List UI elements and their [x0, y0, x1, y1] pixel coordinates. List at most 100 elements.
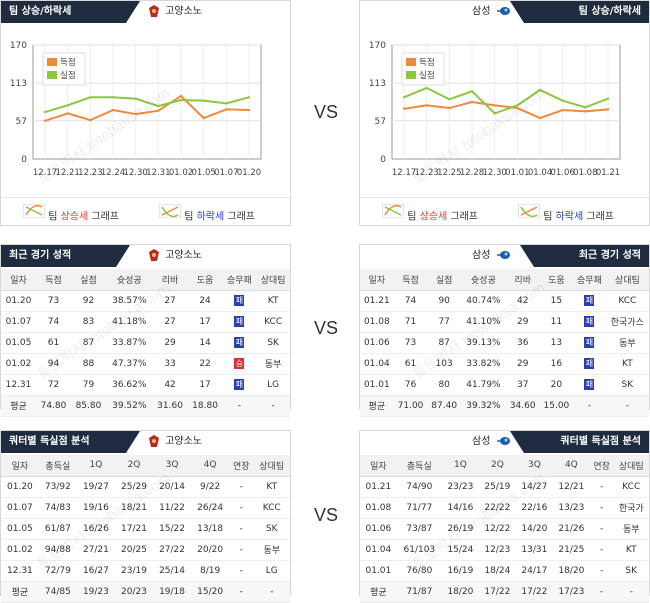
table-cell: - [256, 395, 290, 417]
data-point [134, 97, 137, 100]
table-cell: 동부 [256, 353, 290, 375]
table-cell: - [229, 476, 254, 498]
table-cell: 33.82% [461, 353, 506, 375]
legend-box [401, 52, 445, 86]
table-cell: 평균 [1, 395, 36, 417]
x-tick-label: 12.30 [123, 168, 147, 178]
table-cell: 17/22 [515, 581, 553, 603]
series-line-allowed [44, 96, 250, 114]
table-cell: 15.00 [539, 395, 574, 417]
col-header: 상대팀 [605, 269, 649, 291]
table-cell: 동부 [613, 518, 649, 540]
recent-team-left: 고양소노 [146, 245, 202, 267]
table-cell: - [589, 539, 614, 561]
table-cell: 38.57% [105, 290, 153, 312]
table-cell: 74.80 [35, 395, 71, 417]
x-tick-label: 01.07 [214, 168, 238, 178]
table-cell: 39.13% [461, 332, 506, 354]
table-cell: 34.60 [505, 395, 540, 417]
table-cell: 26/24 [191, 497, 230, 519]
table-cell: 25/19 [478, 476, 516, 498]
legend-down-right: 팀 하락세 그래프 [517, 203, 614, 223]
legend-up-right: 팀 상승세 그래프 [381, 203, 478, 223]
table-cell: - [253, 581, 290, 603]
table-row: 01.01 76 80 41.79% 37 20 패 SK [360, 374, 649, 396]
table-cell: 87.40 [427, 395, 462, 417]
table-cell: 01.04 [360, 353, 394, 375]
table-cell: 29 [505, 311, 540, 333]
table-cell: KCC [253, 497, 290, 519]
table-cell: 14 [187, 332, 223, 354]
data-point [561, 108, 564, 112]
table-cell: 36 [505, 332, 540, 354]
table-row: 01.20 73/92 19/27 25/29 20/14 9/22- KT [1, 476, 290, 498]
result-cell: 패 [573, 353, 606, 375]
down-trend-icon [517, 203, 541, 219]
table-cell: 71/87 [396, 581, 442, 603]
table-cell: 73 [393, 332, 428, 354]
table-cell: 20/23 [114, 581, 153, 603]
table-cell: 39.52% [105, 395, 153, 417]
table-cell: SK [256, 332, 290, 354]
result-cell: 패 [573, 332, 606, 354]
table-cell: 평균 [360, 581, 397, 603]
table-cell: - [229, 497, 254, 519]
data-point [111, 96, 115, 99]
result-cell: 패 [222, 311, 257, 333]
legend-label: 실점 [419, 70, 435, 81]
table-cell: - [229, 539, 254, 561]
data-point [225, 102, 228, 105]
table-cell: 20/20 [191, 539, 230, 561]
data-point [402, 96, 406, 99]
data-point [606, 97, 610, 100]
col-header: 일자 [360, 455, 397, 477]
table-cell: - [589, 518, 614, 540]
result-badge: 패 [584, 379, 595, 390]
table-cell: 01.04 [360, 539, 397, 561]
col-header: 총득실 [38, 455, 77, 477]
data-point [402, 107, 406, 110]
table-cell: 71/77 [396, 497, 442, 519]
table-cell: 94 [35, 353, 71, 375]
table-cell: 40.74% [461, 290, 506, 312]
result-badge: 패 [234, 337, 245, 348]
col-header: 1Q [441, 455, 479, 477]
table-cell: 83 [70, 311, 106, 333]
result-badge: 패 [584, 295, 595, 306]
quarter-team-left: 고양소노 [146, 431, 202, 453]
data-point [493, 104, 496, 107]
up-trend-icon [381, 203, 405, 219]
col-header: 연장 [229, 455, 254, 477]
y-tick-label: 0 [21, 155, 27, 165]
table-cell: - [229, 518, 254, 540]
vs-label-1: VS [314, 102, 339, 122]
table-cell: 19/16 [76, 497, 115, 519]
x-tick-label: 01.01 [505, 168, 529, 178]
table-cell: 77 [427, 311, 462, 333]
result-cell: 패 [573, 290, 606, 312]
table-cell: 22/16 [515, 497, 553, 519]
up-trend-icon [22, 203, 46, 219]
table-cell: 14/27 [515, 476, 553, 498]
col-header: 슛성공 [105, 269, 153, 291]
data-point [584, 106, 587, 109]
col-header: 상대팀 [253, 455, 290, 477]
table-row: 01.20 73 92 38.57% 27 24 패 KT [1, 290, 290, 312]
table-cell: 90 [427, 290, 462, 312]
table-cell: 18/20 [441, 581, 479, 603]
table-cell: 01.20 [1, 476, 39, 498]
series-line-scored [403, 100, 609, 120]
samsung-logo-icon [496, 251, 510, 259]
col-header: 총득실 [396, 455, 442, 477]
table-cell: 27 [152, 311, 188, 333]
table-cell: - [589, 476, 614, 498]
table-cell: 27/21 [76, 539, 115, 561]
data-point [202, 116, 205, 120]
table-cell: 39.32% [461, 395, 506, 417]
table-cell: 73/87 [396, 518, 442, 540]
data-point [606, 108, 610, 111]
col-header: 리바 [505, 269, 540, 291]
table-cell: 01.07 [1, 311, 36, 333]
table-cell: 47.37% [105, 353, 153, 375]
